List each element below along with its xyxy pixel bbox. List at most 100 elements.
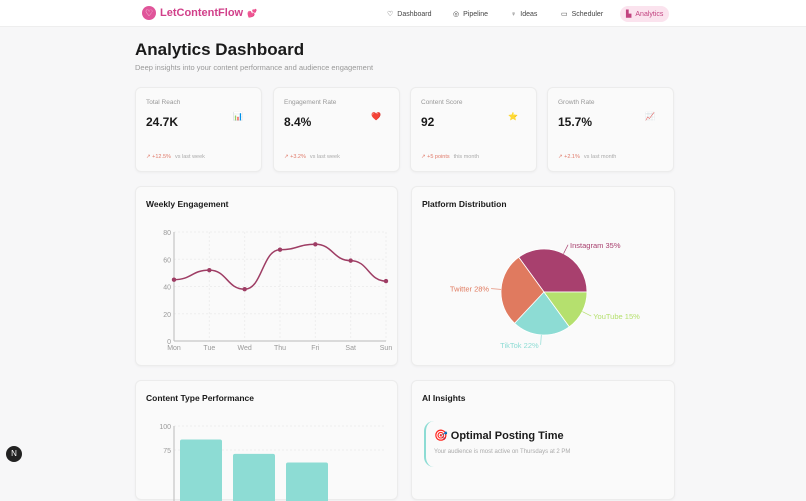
stat-label: Engagement Rate — [284, 99, 337, 106]
change-value: ↗ +3.2% — [284, 154, 306, 160]
top-nav: ♡ LetContentFlow 💕 ♡ Dashboard ◎ Pipeline … — [0, 0, 806, 27]
data-point — [348, 258, 353, 263]
stat-value: 15.7% — [558, 115, 593, 129]
y-tick-label: 75 — [163, 448, 171, 455]
change-value: ↗ +2.1% — [558, 154, 580, 160]
weekly-engagement-card: Weekly Engagement 0 20 40 60 80 Mon Tue Wed Thu F… — [135, 186, 398, 366]
pie-slice — [513, 291, 570, 336]
x-tick-label: Sat — [345, 345, 356, 352]
stat-value: 92 — [421, 115, 435, 129]
card-title: AI Insights — [422, 393, 466, 403]
nav-label: Analytics — [635, 10, 664, 18]
y-tick-label: 20 — [163, 312, 171, 319]
x-tick-label: Mon — [167, 345, 181, 352]
change-value: ↗ +5 points — [421, 154, 450, 160]
heart-icon: ♡ — [387, 11, 394, 18]
label-line — [540, 334, 542, 345]
nav-label: Scheduler — [571, 10, 604, 18]
ai-insights-card: AI Insights 🎯 Optimal Posting Time Your … — [411, 380, 675, 500]
nav-analytics[interactable]: ▙ Analytics — [620, 6, 670, 22]
stat-card-engagement-rate: Engagement Rate 8.4% ❤️ ↗ +3.2% vs last w… — [273, 87, 400, 172]
layers-icon: ◎ — [453, 11, 460, 18]
content-type-card: Content Type Performance 75 100 — [135, 380, 398, 501]
insight-item: 🎯 Optimal Posting Time Your audience is … — [424, 421, 664, 467]
nav-label: Dashboard — [397, 10, 432, 18]
insight-title-text: Optimal Posting Time — [450, 430, 564, 442]
card-title: Content Type Performance — [146, 393, 255, 403]
trend-emoji-icon: 📈 — [645, 112, 655, 121]
platform-distribution-card: Platform Distribution Instagram 35% Twitt… — [411, 186, 675, 366]
x-tick-label: Fri — [311, 345, 320, 352]
stat-card-total-reach: Total Reach 24.7K 📊 ↗ +12.5% vs last week — [135, 87, 262, 172]
change-period: vs last week — [309, 154, 340, 160]
slice-label: TikTok 22% — [500, 341, 539, 350]
label-line — [491, 288, 502, 290]
label-line — [563, 244, 569, 254]
card-title: Platform Distribution — [422, 199, 507, 209]
y-tick-label: 40 — [163, 285, 171, 292]
nav-pipeline[interactable]: ◎ Pipeline — [447, 6, 494, 22]
dev-tools-button[interactable]: N — [6, 446, 22, 462]
stat-label: Total Reach — [146, 99, 181, 106]
change-period: vs last week — [174, 154, 205, 160]
data-point — [277, 247, 283, 252]
y-tick-label: 60 — [163, 257, 171, 264]
change-period: this month — [453, 154, 479, 160]
brand-logo[interactable]: ♡ LetContentFlow 💕 — [142, 6, 257, 20]
stat-change: ↗ +3.2% vs last week — [284, 154, 340, 160]
page-subtitle: Deep insights into your content performa… — [135, 63, 374, 72]
slice-label: Twitter 28% — [450, 285, 490, 294]
target-icon: 🎯 — [434, 430, 448, 442]
data-point — [171, 277, 177, 282]
bar — [180, 439, 222, 501]
stat-change: ↗ +2.1% vs last month — [558, 154, 616, 160]
change-value: ↗ +12.5% — [146, 154, 171, 160]
stat-label: Growth Rate — [558, 99, 595, 106]
weekly-engagement-chart: 0 20 40 60 80 Mon Tue Wed Thu Fri Sat Sun — [163, 230, 393, 352]
card-title: Weekly Engagement — [146, 199, 229, 209]
platform-distribution-chart: Instagram 35% Twitter 28% TikTok 22% YouTub… — [450, 241, 640, 350]
y-tick-label: 100 — [159, 424, 171, 431]
stat-label: Content Score — [421, 99, 463, 106]
x-tick-label: Sun — [380, 345, 393, 352]
x-tick-label: Wed — [238, 345, 252, 352]
bar-chart-icon: ▙ — [626, 11, 632, 18]
x-tick-label: Thu — [274, 345, 286, 352]
stat-value: 8.4% — [284, 115, 312, 129]
brand-name: LetContentFlow — [160, 7, 244, 19]
stat-card-content-score: Content Score 92 ⭐ ↗ +5 points this month — [410, 87, 537, 172]
nav-dashboard[interactable]: ♡ Dashboard — [381, 6, 438, 22]
hearts-icon: 💕 — [247, 8, 258, 18]
content-type-chart: 75 100 — [159, 424, 386, 501]
label-line — [582, 311, 592, 317]
slice-label: Instagram 35% — [570, 241, 621, 250]
slice-label: YouTube 15% — [593, 312, 640, 321]
heart-emoji-icon: ❤️ — [371, 112, 381, 121]
change-period: vs last month — [583, 154, 617, 160]
nav-scheduler[interactable]: ▭ Scheduler — [555, 6, 609, 22]
bar-chart-emoji-icon: 📊 — [233, 112, 243, 121]
heart-logo-icon: ♡ — [142, 6, 156, 20]
data-point — [242, 287, 247, 292]
insight-desc: Your audience is most active on Thursday… — [434, 449, 571, 455]
data-point — [207, 267, 212, 273]
x-tick-label: Tue — [203, 345, 215, 352]
nav-ideas[interactable]: ♀ Ideas — [505, 6, 543, 22]
bar — [233, 453, 275, 501]
stat-change: ↗ +5 points this month — [421, 154, 479, 160]
nav-label: Ideas — [520, 10, 538, 18]
bar — [286, 462, 328, 501]
stat-value: 24.7K — [146, 115, 179, 129]
lightbulb-icon: ♀ — [511, 10, 517, 18]
calendar-icon: ▭ — [561, 11, 568, 18]
page-title: Analytics Dashboard — [135, 40, 305, 59]
stat-card-growth-rate: Growth Rate 15.7% 📈 ↗ +2.1% vs last month — [547, 87, 674, 172]
insight-title: 🎯 Optimal Posting Time — [434, 429, 564, 442]
data-point — [313, 242, 318, 247]
star-emoji-icon: ⭐ — [508, 112, 518, 121]
stat-change: ↗ +12.5% vs last week — [146, 154, 205, 160]
y-tick-label: 80 — [163, 230, 171, 237]
data-point — [383, 278, 389, 284]
nav-label: Pipeline — [463, 10, 489, 18]
y-tick-label: 0 — [167, 339, 171, 346]
